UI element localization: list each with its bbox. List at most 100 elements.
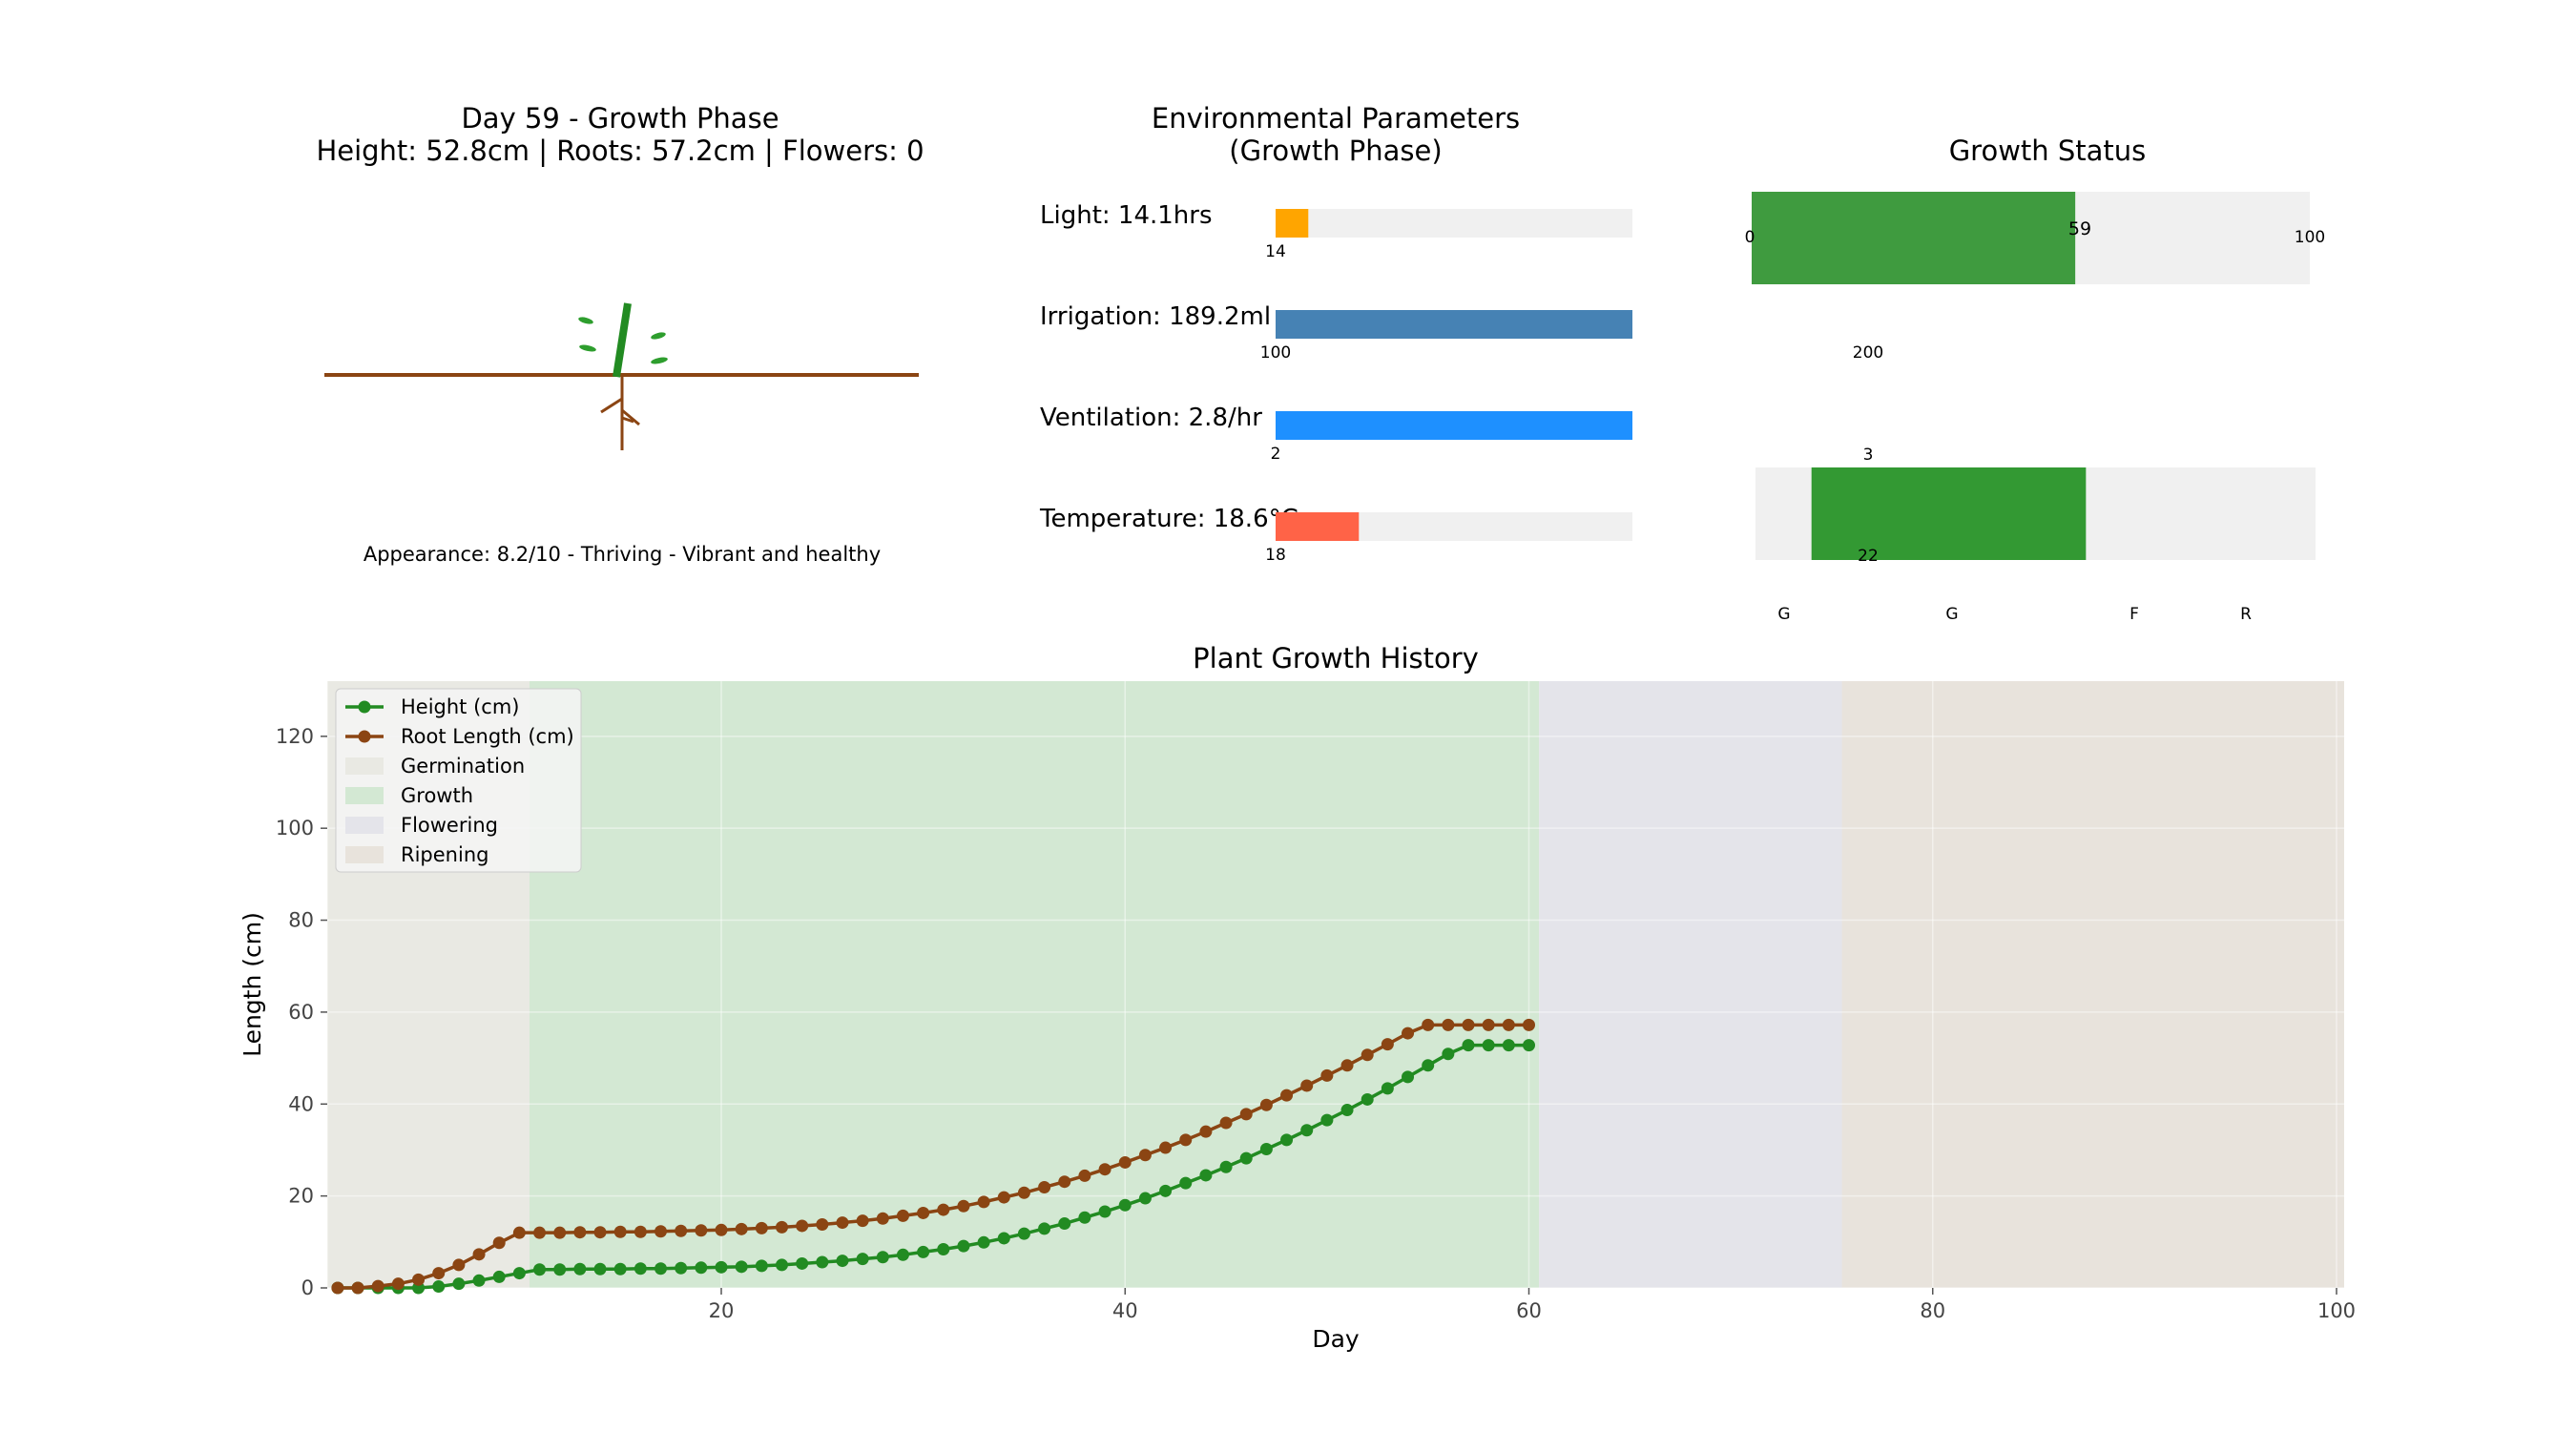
data-point <box>1159 1184 1173 1197</box>
data-point <box>573 1262 587 1275</box>
data-point <box>1219 1116 1233 1130</box>
data-point <box>1239 1151 1253 1165</box>
data-point <box>1179 1176 1193 1190</box>
data-point <box>796 1256 809 1270</box>
data-point <box>613 1262 627 1275</box>
data-point <box>1482 1018 1495 1031</box>
x-tick-label: 40 <box>1112 1299 1138 1322</box>
legend-label: Height (cm) <box>401 695 519 718</box>
data-point <box>512 1226 526 1239</box>
data-point <box>593 1262 607 1275</box>
env-param-tick: 18 <box>1265 546 1286 565</box>
plant-leaf <box>578 317 593 324</box>
legend-item: Germination <box>345 755 525 778</box>
data-point <box>553 1226 567 1239</box>
growth-history-chart: Plant Growth History 20 40 60 80 100 0 20 40 60 8… <box>239 642 2356 1353</box>
env-param-bar <box>1276 209 1309 238</box>
progress-label-value: 59 <box>2068 218 2091 239</box>
env-param-label: Irrigation: 189.2ml <box>1040 302 1271 331</box>
data-point <box>654 1225 668 1238</box>
progress-fill <box>1752 192 2076 284</box>
legend-patch-swatch <box>345 757 384 775</box>
data-point <box>1462 1018 1475 1031</box>
env-title-line1: Environmental Parameters <box>1152 102 1520 135</box>
y-tick-label: 80 <box>288 909 314 932</box>
legend-patch-swatch <box>345 846 384 863</box>
data-point <box>371 1279 384 1293</box>
phase-label-germination: G <box>1777 605 1790 624</box>
legend-marker <box>358 700 371 714</box>
data-point <box>896 1209 909 1222</box>
appearance-text: Appearance: 8.2/10 - Thriving - Vibrant … <box>364 543 881 566</box>
data-point <box>1402 1070 1415 1084</box>
data-point <box>695 1224 708 1237</box>
data-point <box>1340 1059 1354 1072</box>
data-point <box>432 1280 446 1294</box>
data-point <box>512 1267 526 1280</box>
env-param-bar <box>1276 512 1360 541</box>
data-point <box>1017 1227 1030 1240</box>
data-point <box>492 1270 506 1283</box>
env-row: Temperature: 18.6°C 18 <box>1039 505 1632 565</box>
phase-band-flowering <box>1539 681 1842 1288</box>
env-row: Light: 14.1hrs 14 <box>1040 201 1632 261</box>
data-point <box>1038 1222 1051 1235</box>
env-param-tick: 2 <box>1271 445 1281 464</box>
data-point <box>816 1255 829 1269</box>
data-point <box>1179 1133 1193 1147</box>
series-root-length <box>331 1018 1535 1295</box>
phase-label-growth: G <box>1945 605 1958 624</box>
data-point <box>1259 1142 1273 1155</box>
data-point <box>755 1259 768 1273</box>
data-point <box>917 1206 930 1219</box>
legend-label: Germination <box>401 755 525 778</box>
env-param-label: Temperature: 18.6°C <box>1039 505 1298 533</box>
data-point <box>715 1223 728 1236</box>
stray-label-irrigation: 200 <box>1853 343 1883 363</box>
data-point <box>331 1281 344 1295</box>
data-point <box>1402 1027 1415 1040</box>
data-point <box>1078 1169 1091 1182</box>
data-point <box>896 1248 909 1261</box>
data-point <box>695 1261 708 1275</box>
progress-label-min: 0 <box>1745 228 1755 247</box>
stray-label-temperature: 22 <box>1858 547 1879 566</box>
data-point <box>1138 1149 1152 1162</box>
data-point <box>472 1274 486 1287</box>
data-point <box>412 1273 426 1286</box>
data-point <box>1017 1186 1030 1199</box>
legend: Height (cm) Root Length (cm) Germination Gr… <box>335 688 582 873</box>
y-tick-label: 100 <box>276 817 314 840</box>
data-point <box>1199 1169 1213 1182</box>
data-point <box>1138 1192 1152 1205</box>
data-point <box>1300 1124 1314 1137</box>
data-point <box>997 1191 1010 1204</box>
y-tick-label: 20 <box>288 1185 314 1208</box>
plant-root <box>621 408 640 426</box>
data-point <box>533 1226 547 1239</box>
env-row: Ventilation: 2.8/hr 2 <box>1040 404 1632 464</box>
legend-item: Flowering <box>345 814 498 837</box>
legend-marker <box>358 730 371 743</box>
data-point <box>1300 1079 1314 1092</box>
env-row: Irrigation: 189.2ml 100 <box>1040 302 1632 363</box>
data-point <box>452 1277 466 1291</box>
data-point <box>917 1245 930 1258</box>
data-point <box>735 1222 748 1235</box>
env-param-bar <box>1276 310 1632 339</box>
data-point <box>1038 1180 1051 1193</box>
data-point <box>1259 1098 1273 1111</box>
data-point <box>1098 1163 1111 1176</box>
env-param-bar <box>1276 411 1632 440</box>
axes: 20 40 60 80 100 0 20 40 60 80 100 120 <box>276 725 2356 1322</box>
grid-lines <box>327 681 2344 1289</box>
legend-item: Growth <box>345 784 473 807</box>
legend-label: Root Length (cm) <box>401 725 574 748</box>
env-param-label: Ventilation: 2.8/hr <box>1040 404 1262 432</box>
legend-patch-swatch <box>345 817 384 834</box>
y-tick-label: 40 <box>288 1092 314 1115</box>
data-point <box>1219 1160 1233 1173</box>
stray-label-ventilation: 3 <box>1863 446 1874 465</box>
plant-leaf <box>651 332 666 340</box>
data-point <box>533 1263 547 1276</box>
